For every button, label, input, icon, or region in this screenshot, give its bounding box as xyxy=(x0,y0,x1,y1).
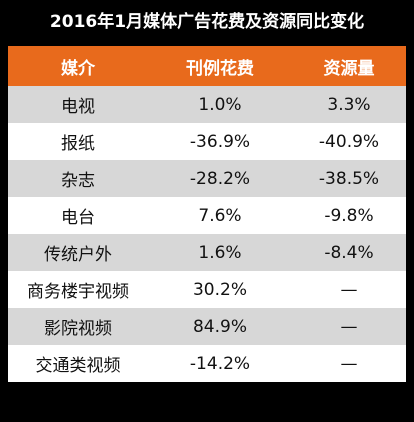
spend-cell: -14.2% xyxy=(189,353,251,374)
table-row: 杂志 -28.2% -38.5% xyxy=(8,160,406,197)
table-row: 电视 1.0% 3.3% xyxy=(8,86,406,123)
resource-cell: 3.3% xyxy=(327,94,371,115)
table-row: 电台 7.6% -9.8% xyxy=(8,197,406,234)
table-row: 传统户外 1.6% -8.4% xyxy=(8,234,406,271)
table-row: 报纸 -36.9% -40.9% xyxy=(8,123,406,160)
column-header-spend: 刊例花费 xyxy=(186,58,254,79)
media-cell: 电台 xyxy=(61,208,95,228)
page-title: 2016年1月媒体广告花费及资源同比变化 xyxy=(49,11,365,32)
resource-cell: — xyxy=(340,279,358,300)
spend-cell: -36.9% xyxy=(189,131,251,152)
media-cell: 传统户外 xyxy=(44,245,112,265)
media-cell: 电视 xyxy=(61,97,95,117)
spend-cell: 1.0% xyxy=(198,94,242,115)
spend-cell: 30.2% xyxy=(192,279,247,300)
table-row: 商务楼宇视频 30.2% — xyxy=(8,271,406,308)
data-table: 媒介 刊例花费 资源量 电视 1.0% 3.3% 报纸 -36.9% -40.9… xyxy=(8,46,406,382)
media-cell: 报纸 xyxy=(61,134,95,154)
media-cell: 交通类视频 xyxy=(35,356,121,376)
resource-cell: — xyxy=(340,353,358,374)
spend-cell: 7.6% xyxy=(198,205,242,226)
resource-cell: -40.9% xyxy=(318,131,380,152)
media-cell: 杂志 xyxy=(61,171,95,191)
column-header-resource: 资源量 xyxy=(323,58,375,79)
spend-cell: 84.9% xyxy=(192,316,247,337)
resource-cell: -9.8% xyxy=(324,205,374,226)
media-cell: 影院视频 xyxy=(44,319,112,339)
resource-cell: — xyxy=(340,316,358,337)
resource-cell: -38.5% xyxy=(318,168,380,189)
media-cell: 商务楼宇视频 xyxy=(27,282,129,302)
table-row: 影院视频 84.9% — xyxy=(8,308,406,345)
column-header-media: 媒介 xyxy=(61,58,95,79)
spend-cell: 1.6% xyxy=(198,242,242,263)
spend-cell: -28.2% xyxy=(189,168,251,189)
table-row: 交通类视频 -14.2% — xyxy=(8,345,406,382)
resource-cell: -8.4% xyxy=(324,242,374,263)
table-header: 媒介 刊例花费 资源量 xyxy=(8,46,406,86)
